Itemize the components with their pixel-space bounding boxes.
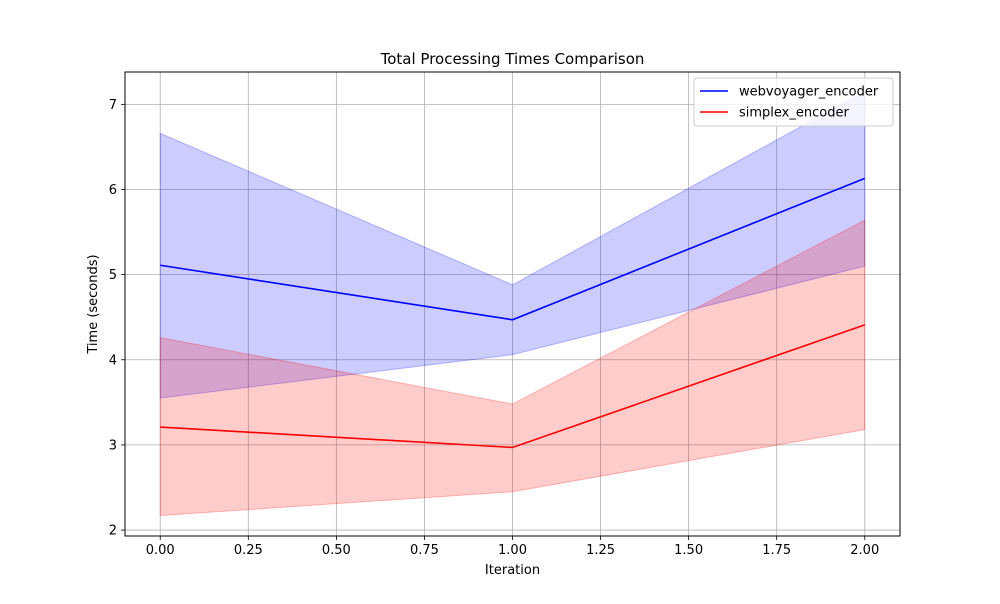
simplex_encoder-line <box>160 324 866 449</box>
webvoyager_encoder-band <box>159 90 866 399</box>
confidence-bands <box>159 90 866 517</box>
y-tick-label: 6 <box>109 183 117 198</box>
series-lines <box>160 177 866 449</box>
y-tick-label: 3 <box>109 438 117 453</box>
x-tick-label: 0.00 <box>146 543 175 558</box>
legend-label-webvoyager_encoder: webvoyager_encoder <box>739 85 879 100</box>
legend: webvoyager_encoder simplex_encoder <box>693 77 894 127</box>
x-tick-label: 0.50 <box>322 543 351 558</box>
axis-ticks: 0.00 0.25 0.50 0.75 1.00 1.25 1.50 1.75 2.00 2 3 4 5… <box>109 98 880 558</box>
y-tick-label: 7 <box>109 98 117 113</box>
grid-lines <box>125 72 900 536</box>
y-tick-label: 5 <box>109 268 117 283</box>
x-axis-label: Iteration <box>485 563 540 578</box>
simplex_encoder-band <box>159 219 866 517</box>
x-tick-label: 0.75 <box>410 543 439 558</box>
y-tick-label: 2 <box>109 524 117 539</box>
x-tick-label: 1.25 <box>586 543 615 558</box>
x-tick-label: 0.25 <box>234 543 263 558</box>
y-axis-label: Time (seconds) <box>86 254 101 354</box>
y-tick-label: 4 <box>109 353 117 368</box>
x-tick-label: 1.00 <box>498 543 527 558</box>
x-tick-label: 2.00 <box>850 543 879 558</box>
legend-label-simplex_encoder: simplex_encoder <box>739 106 849 121</box>
webvoyager_encoder-line <box>160 177 866 321</box>
legend-box <box>693 77 894 127</box>
chart-title: Total Processing Times Comparison <box>380 50 645 68</box>
x-tick-label: 1.50 <box>674 543 703 558</box>
x-tick-label: 1.75 <box>762 543 791 558</box>
